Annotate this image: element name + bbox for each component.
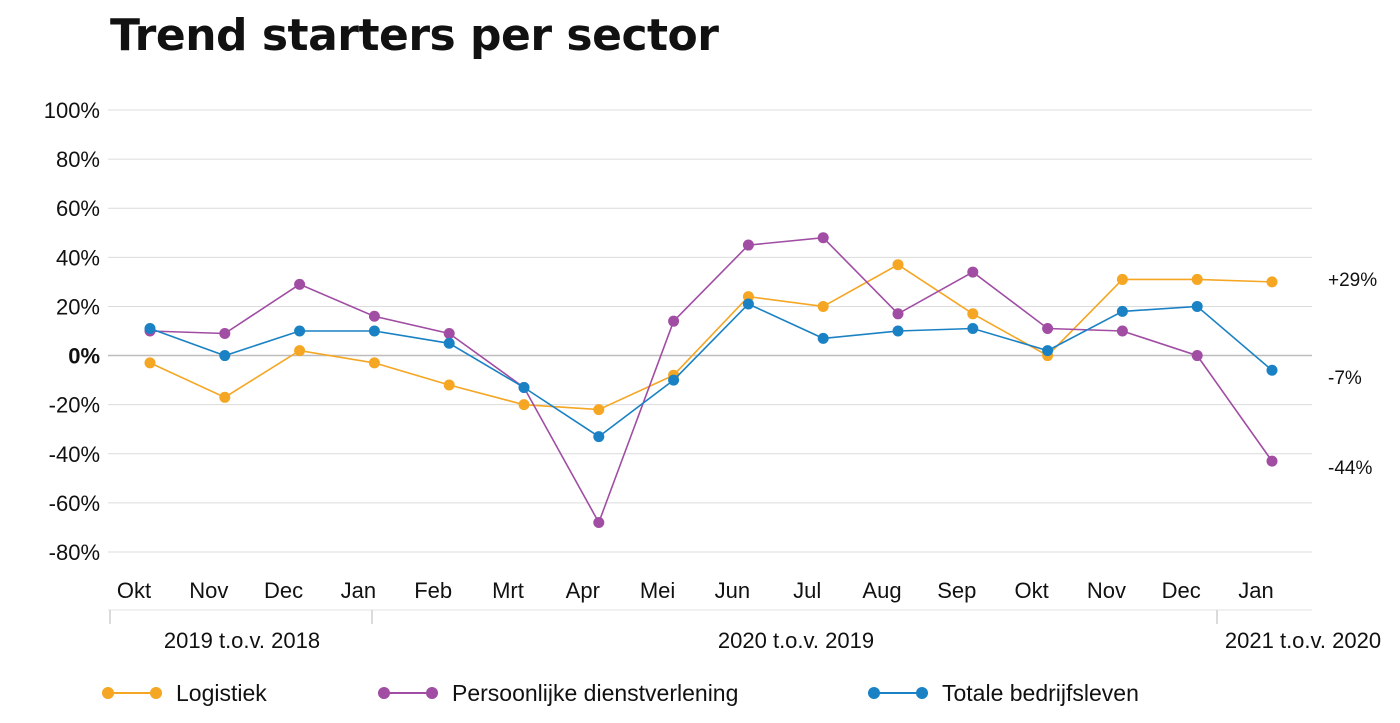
x-tick-label: Okt [1014,578,1048,603]
data-point [219,327,231,339]
legend-label: Persoonlijke dienstverlening [452,679,739,706]
end-value-label: -7% [1328,368,1362,389]
y-tick-label: 40% [56,245,100,270]
end-value-label: +29% [1328,270,1377,291]
x-tick-label: Aug [862,578,901,603]
data-point [443,337,455,349]
end-value-label: -44% [1328,458,1372,479]
data-point [1042,323,1054,335]
data-point [892,308,904,320]
legend-swatch-blue [868,686,928,700]
y-tick-label: -40% [49,442,100,467]
data-point [742,239,754,251]
data-point [294,345,306,357]
data-point [817,332,829,344]
x-tick-label: Dec [264,578,303,603]
data-point [144,323,156,335]
legend-label: Logistiek [176,679,267,706]
data-point [518,399,530,411]
legend-logistiek: Logistiek [102,678,267,708]
y-tick-label: -80% [49,540,100,565]
data-point [967,323,979,335]
data-point [1266,364,1278,376]
x-tick-label: Jan [341,578,376,603]
data-point [593,517,605,529]
data-point [892,259,904,271]
legend-totale-bedrijfsleven: Totale bedrijfsleven [868,678,1139,708]
data-point [1116,273,1128,285]
data-point [1266,276,1278,288]
data-point [1191,350,1203,362]
data-point [1191,300,1203,312]
x-tick-label: Apr [566,578,600,603]
period-label: 2019 t.o.v. 2018 [164,628,320,653]
x-tick-label: Nov [1087,578,1126,603]
x-tick-label: Jan [1238,578,1273,603]
data-point [368,357,380,369]
data-point [967,308,979,320]
data-point [518,381,530,393]
y-tick-label: -20% [49,393,100,418]
data-point [443,379,455,391]
legend-persoonlijke-dienstverlening: Persoonlijke dienstverlening [378,678,738,708]
data-point [1116,305,1128,317]
period-label: 2021 t.o.v. 2020 [1225,628,1381,653]
chart-title: Trend starters per sector [110,10,719,61]
x-tick-label: Jun [715,578,750,603]
data-point [144,357,156,369]
data-point [967,266,979,278]
y-tick-label: 60% [56,196,100,221]
data-point [742,298,754,310]
data-point [1266,455,1278,467]
x-tick-label: Sep [937,578,976,603]
x-tick-label: Okt [117,578,151,603]
series-line-0 [149,263,1273,411]
x-tick-label: Nov [189,578,228,603]
x-tick-label: Feb [414,578,452,603]
y-tick-label: 100% [44,98,100,123]
data-point [219,391,231,403]
data-point [294,278,306,290]
series-line-1 [149,236,1273,525]
data-point [593,431,605,443]
data-point [294,325,306,337]
data-point [668,315,680,327]
y-tick-label: -60% [49,491,100,516]
legend-swatch-purple [378,686,438,700]
data-point [1116,325,1128,337]
data-point [1042,345,1054,357]
data-point [817,232,829,244]
data-point [1191,273,1203,285]
y-tick-label: 0% [68,344,100,369]
legend-label: Totale bedrijfsleven [942,679,1139,706]
data-point [368,325,380,337]
data-point [219,350,231,362]
x-tick-label: Mei [640,578,675,603]
data-point [892,325,904,337]
y-tick-label: 80% [56,147,100,172]
data-point [817,300,829,312]
data-point [593,404,605,416]
series-line-2 [149,303,1273,438]
x-tick-label: Dec [1162,578,1201,603]
period-label: 2020 t.o.v. 2019 [718,628,874,653]
y-tick-label: 20% [56,294,100,319]
data-point [668,374,680,386]
data-point [443,327,455,339]
legend-swatch-orange [102,686,162,700]
x-tick-label: Jul [793,578,821,603]
x-tick-label: Mrt [492,578,524,603]
data-point [368,310,380,322]
